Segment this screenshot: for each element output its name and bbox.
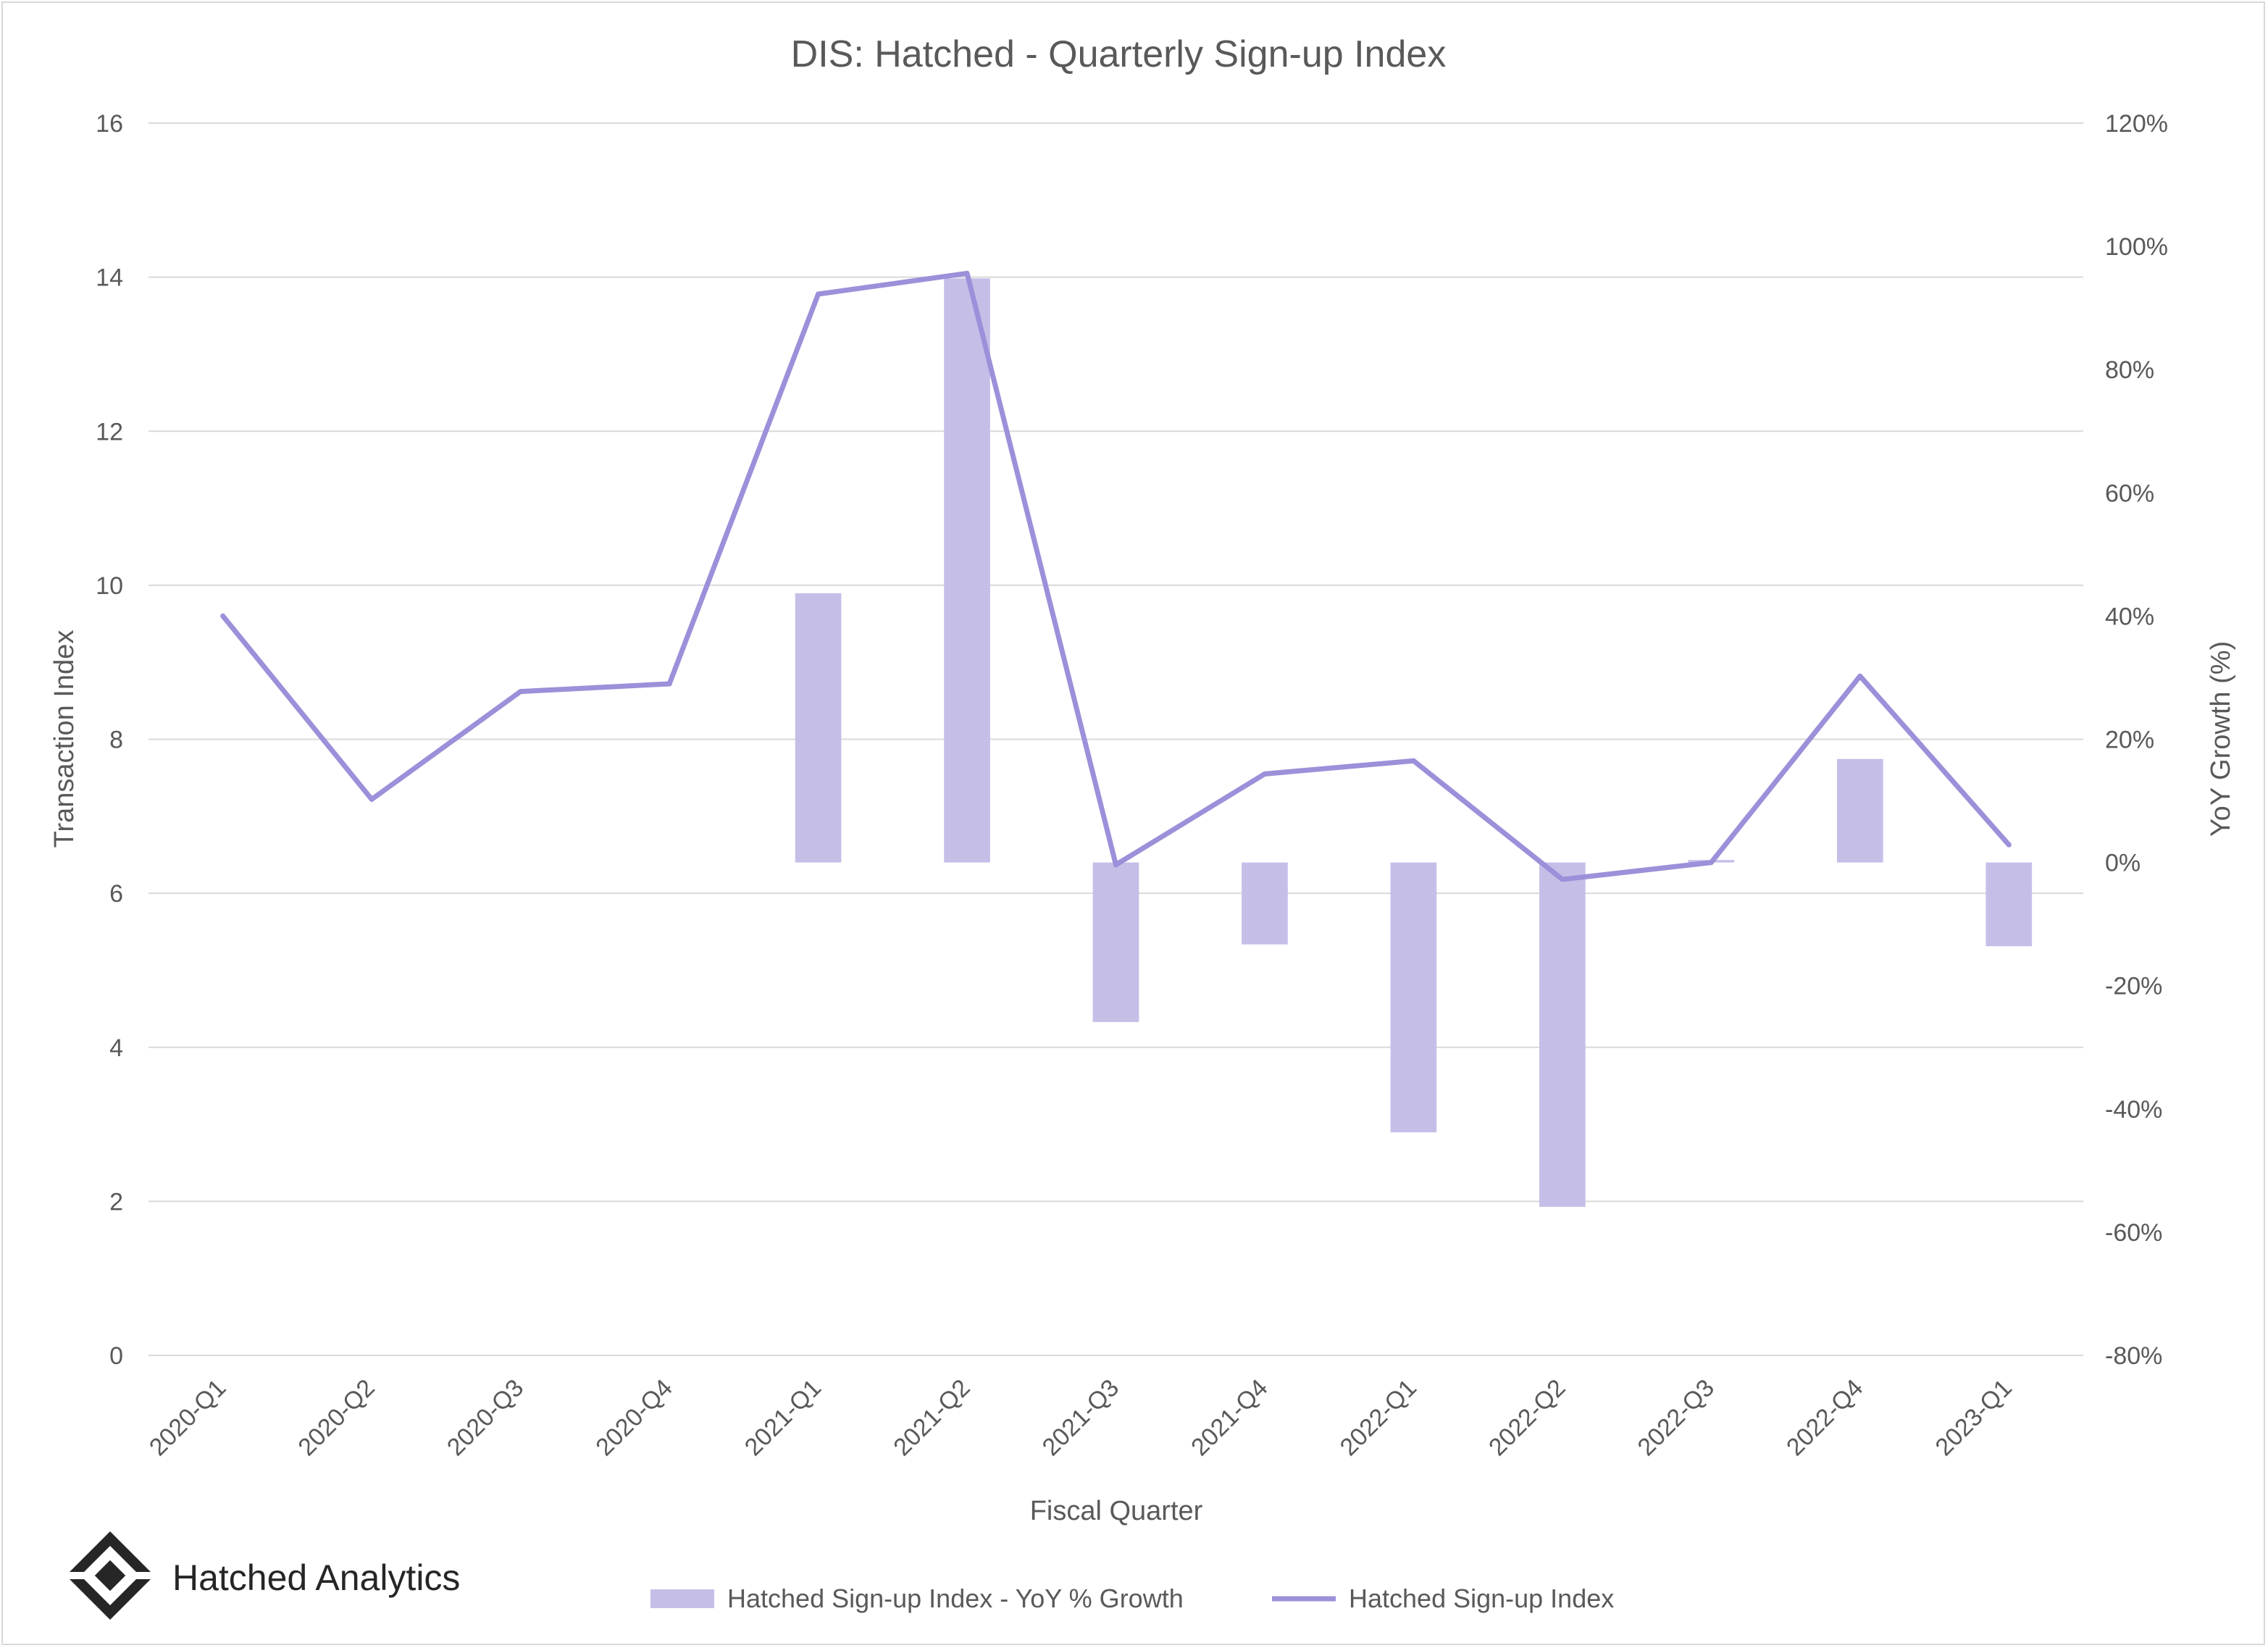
y-left-tick-label: 4 bbox=[109, 1034, 123, 1062]
x-tick-label: 2022-Q4 bbox=[1781, 1374, 1868, 1461]
y-left-tick-label: 0 bbox=[109, 1342, 123, 1370]
hatched-logo-icon bbox=[70, 1531, 151, 1620]
line-point bbox=[816, 291, 821, 297]
x-tick-label: 2021-Q1 bbox=[740, 1374, 827, 1461]
line-point bbox=[2006, 842, 2012, 848]
y-right-tick-label: 0% bbox=[2105, 850, 2141, 877]
line-point bbox=[964, 270, 970, 276]
x-tick-label: 2021-Q4 bbox=[1186, 1374, 1273, 1461]
bar bbox=[1985, 862, 2033, 947]
brand-name: Hatched Analytics bbox=[172, 1557, 460, 1598]
bar bbox=[795, 593, 842, 863]
y-right-tick-label: -20% bbox=[2105, 973, 2162, 1000]
x-tick-label: 2021-Q3 bbox=[1037, 1374, 1124, 1461]
bar bbox=[1092, 862, 1139, 1022]
line-point bbox=[1262, 771, 1268, 777]
legend-swatch-bar bbox=[650, 1589, 714, 1608]
x-tick-label: 2021-Q2 bbox=[888, 1374, 975, 1461]
y-right-tick-label: 20% bbox=[2105, 727, 2154, 754]
x-tick-label: 2020-Q4 bbox=[590, 1374, 677, 1461]
y-axis-right: -80% -60% -40% -20% 0% 20% 40% 60% 80% 100% 120% bbox=[2105, 110, 2168, 1370]
bar-series bbox=[795, 278, 2033, 1208]
y-left-tick-label: 16 bbox=[96, 110, 123, 138]
line-series bbox=[220, 270, 2012, 882]
bar bbox=[1390, 862, 1437, 1133]
line-point bbox=[220, 613, 226, 619]
x-tick-label: 2022-Q2 bbox=[1484, 1374, 1570, 1461]
y-right-tick-label: 40% bbox=[2105, 603, 2154, 630]
line-point bbox=[1857, 673, 1863, 679]
y-left-tick-label: 12 bbox=[96, 418, 123, 446]
x-tick-label: 2022-Q3 bbox=[1633, 1374, 1720, 1461]
bar bbox=[1539, 862, 1586, 1208]
bar bbox=[1242, 862, 1288, 945]
y-left-tick-label: 2 bbox=[109, 1188, 123, 1216]
legend-label-line: Hatched Sign-up Index bbox=[1349, 1584, 1614, 1613]
x-axis: 2020-Q1 2020-Q2 2020-Q3 2020-Q4 2021-Q1 2021-… bbox=[144, 1374, 2017, 1461]
x-tick-label: 2020-Q2 bbox=[293, 1374, 380, 1461]
y-left-tick-label: 10 bbox=[96, 572, 123, 600]
series-line bbox=[220, 270, 2012, 882]
x-tick-label: 2020-Q1 bbox=[144, 1374, 231, 1461]
y-right-tick-label: -80% bbox=[2105, 1342, 2162, 1370]
legend-label-bar: Hatched Sign-up Index - YoY % Growth bbox=[727, 1584, 1184, 1613]
x-tick-label: 2023-Q1 bbox=[1930, 1374, 2017, 1461]
y-right-tick-label: 120% bbox=[2105, 110, 2168, 138]
legend: Hatched Sign-up Index - YoY % Growth Hat… bbox=[650, 1584, 1614, 1613]
line-point bbox=[1560, 877, 1565, 882]
chart-title: DIS: Hatched - Quarterly Sign-up Index bbox=[791, 33, 1447, 75]
x-tick-label: 2020-Q3 bbox=[442, 1374, 529, 1461]
line-point bbox=[1410, 758, 1416, 764]
line-point bbox=[518, 689, 524, 695]
y-left-tick-label: 6 bbox=[109, 880, 123, 908]
line-point bbox=[369, 796, 374, 802]
y-right-tick-label: -40% bbox=[2105, 1096, 2162, 1124]
y-right-tick-label: 80% bbox=[2105, 356, 2154, 384]
bar bbox=[1836, 758, 1883, 863]
y-right-tick-label: 100% bbox=[2105, 233, 2168, 261]
y-right-tick-label: -60% bbox=[2105, 1219, 2162, 1247]
line-point bbox=[1708, 860, 1714, 866]
y-left-tick-label: 8 bbox=[109, 727, 123, 754]
bar bbox=[944, 278, 990, 863]
x-tick-label: 2022-Q1 bbox=[1335, 1374, 1422, 1461]
y-left-tick-label: 14 bbox=[96, 264, 123, 292]
line-point bbox=[1113, 862, 1118, 868]
y-axis-right-title: YoY Growth (%) bbox=[2206, 641, 2236, 837]
y-axis-left-title: Transaction Index bbox=[49, 630, 80, 848]
y-axis-left: 0 2 4 6 8 10 12 14 16 bbox=[96, 110, 123, 1370]
y-right-tick-label: 60% bbox=[2105, 480, 2154, 507]
line-point bbox=[666, 681, 672, 687]
x-axis-title: Fiscal Quarter bbox=[1030, 1496, 1203, 1526]
gridlines bbox=[148, 122, 2083, 1356]
